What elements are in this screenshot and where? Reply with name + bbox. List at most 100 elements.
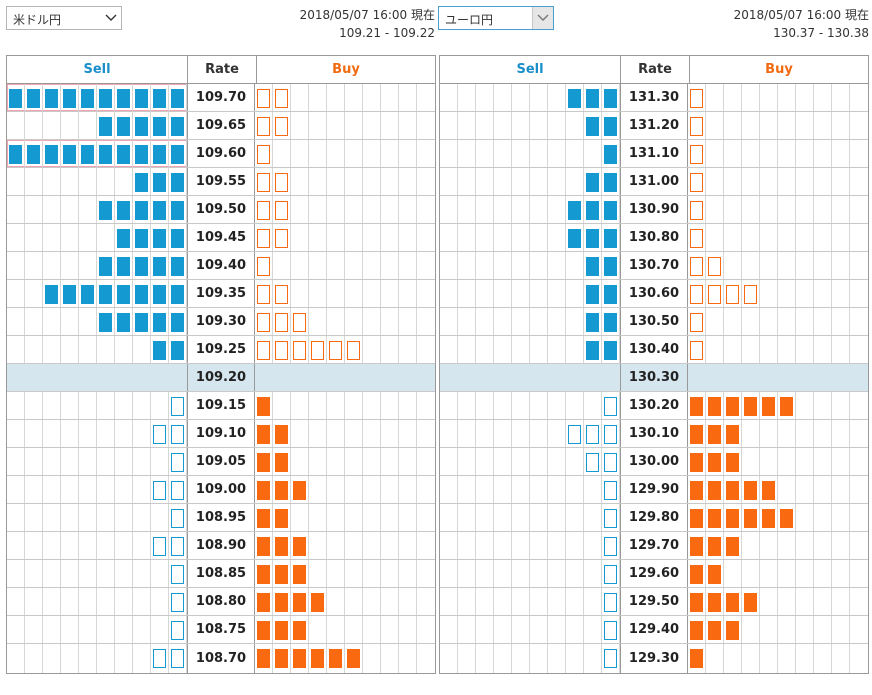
- grid-cell: [327, 560, 345, 587]
- sell-order-block: [171, 173, 184, 192]
- grid-cell: [273, 644, 291, 673]
- grid-cell: [169, 224, 187, 251]
- buy-order-block: [744, 509, 757, 528]
- chevron-down-icon[interactable]: [532, 7, 553, 29]
- buy-order-block: [726, 425, 739, 444]
- grid-cell: [7, 308, 25, 335]
- chevron-down-icon[interactable]: [101, 7, 121, 29]
- grid-cell: [724, 560, 742, 587]
- grid-cell: [255, 504, 273, 531]
- grid-cell: [530, 532, 548, 559]
- grid-cell: [724, 616, 742, 643]
- sell-order-block: [171, 341, 184, 360]
- grid-cell: [61, 504, 79, 531]
- rate-value: 131.00: [620, 168, 688, 195]
- grid-cell: [814, 280, 832, 307]
- grid-cell: [602, 448, 620, 475]
- grid-cell: [291, 112, 309, 139]
- grid-cell: [850, 616, 868, 643]
- buy-order-block: [275, 593, 288, 612]
- grid-cell: [706, 560, 724, 587]
- buy-order-block: [275, 117, 288, 136]
- rate-value: 129.30: [620, 644, 688, 673]
- currency-pair-select-a[interactable]: 米ドル円: [6, 6, 122, 30]
- sell-order-block: [117, 285, 130, 304]
- grid-cell: [724, 84, 742, 111]
- grid-cell: [494, 560, 512, 587]
- grid-cell: [43, 448, 61, 475]
- buy-order-block: [762, 397, 775, 416]
- rate-value: 129.70: [620, 532, 688, 559]
- grid-cell: [760, 168, 778, 195]
- order-row: 129.80: [440, 504, 868, 532]
- grid-cell: [97, 448, 115, 475]
- grid-cell: [440, 224, 458, 251]
- grid-cell: [512, 532, 530, 559]
- grid-cell: [255, 532, 273, 559]
- grid-cell: [530, 308, 548, 335]
- grid-cell: [494, 280, 512, 307]
- rate-header: Rate: [620, 56, 690, 83]
- grid-cell: [399, 644, 417, 673]
- sell-order-block: [81, 89, 94, 108]
- sell-orders: [7, 140, 187, 167]
- buy-orders: [255, 364, 435, 391]
- grid-cell: [417, 196, 435, 223]
- grid-cell: [97, 504, 115, 531]
- grid-cell: [778, 224, 796, 251]
- grid-cell: [151, 392, 169, 419]
- grid-cell: [742, 168, 760, 195]
- grid-cell: [530, 448, 548, 475]
- grid-cell: [832, 560, 850, 587]
- grid-cell: [760, 336, 778, 363]
- grid-cell: [512, 196, 530, 223]
- grid-cell: [440, 588, 458, 615]
- grid-cell: [850, 420, 868, 447]
- grid-cell: [832, 532, 850, 559]
- sell-order-block: [171, 117, 184, 136]
- grid-cell: [151, 364, 169, 391]
- grid-cell: [43, 644, 61, 673]
- grid-cell: [742, 476, 760, 503]
- grid-cell: [97, 420, 115, 447]
- currency-pair-select-b[interactable]: ユーロ円: [438, 6, 554, 30]
- grid-cell: [796, 504, 814, 531]
- grid-cell: [584, 420, 602, 447]
- grid-cell: [724, 196, 742, 223]
- grid-cell: [850, 532, 868, 559]
- grid-cell: [169, 588, 187, 615]
- rate-value: 109.30: [187, 308, 255, 335]
- grid-cell: [814, 532, 832, 559]
- sell-order-block: [586, 89, 599, 108]
- grid-cell: [417, 168, 435, 195]
- order-row: 129.50: [440, 588, 868, 616]
- grid-cell: [688, 364, 706, 391]
- grid-cell: [688, 616, 706, 643]
- grid-cell: [61, 476, 79, 503]
- grid-cell: [458, 280, 476, 307]
- sell-order-block: [153, 481, 166, 500]
- grid-cell: [476, 420, 494, 447]
- grid-cell: [151, 532, 169, 559]
- grid-cell: [309, 588, 327, 615]
- grid-cell: [548, 336, 566, 363]
- grid-cell: [291, 420, 309, 447]
- grid-cell: [399, 336, 417, 363]
- bid-ask-b: 130.37 - 130.38: [773, 26, 869, 40]
- grid-cell: [363, 616, 381, 643]
- buy-orders: [688, 140, 868, 167]
- grid-cell: [458, 476, 476, 503]
- grid-cell: [291, 84, 309, 111]
- grid-cell: [133, 84, 151, 111]
- grid-cell: [458, 420, 476, 447]
- grid-cell: [760, 140, 778, 167]
- grid-cell: [79, 168, 97, 195]
- grid-cell: [688, 336, 706, 363]
- buy-order-block: [690, 145, 703, 164]
- grid-cell: [512, 280, 530, 307]
- grid-cell: [548, 504, 566, 531]
- grid-cell: [548, 532, 566, 559]
- rate-value: 130.00: [620, 448, 688, 475]
- grid-cell: [363, 392, 381, 419]
- order-row: 109.25: [7, 336, 435, 364]
